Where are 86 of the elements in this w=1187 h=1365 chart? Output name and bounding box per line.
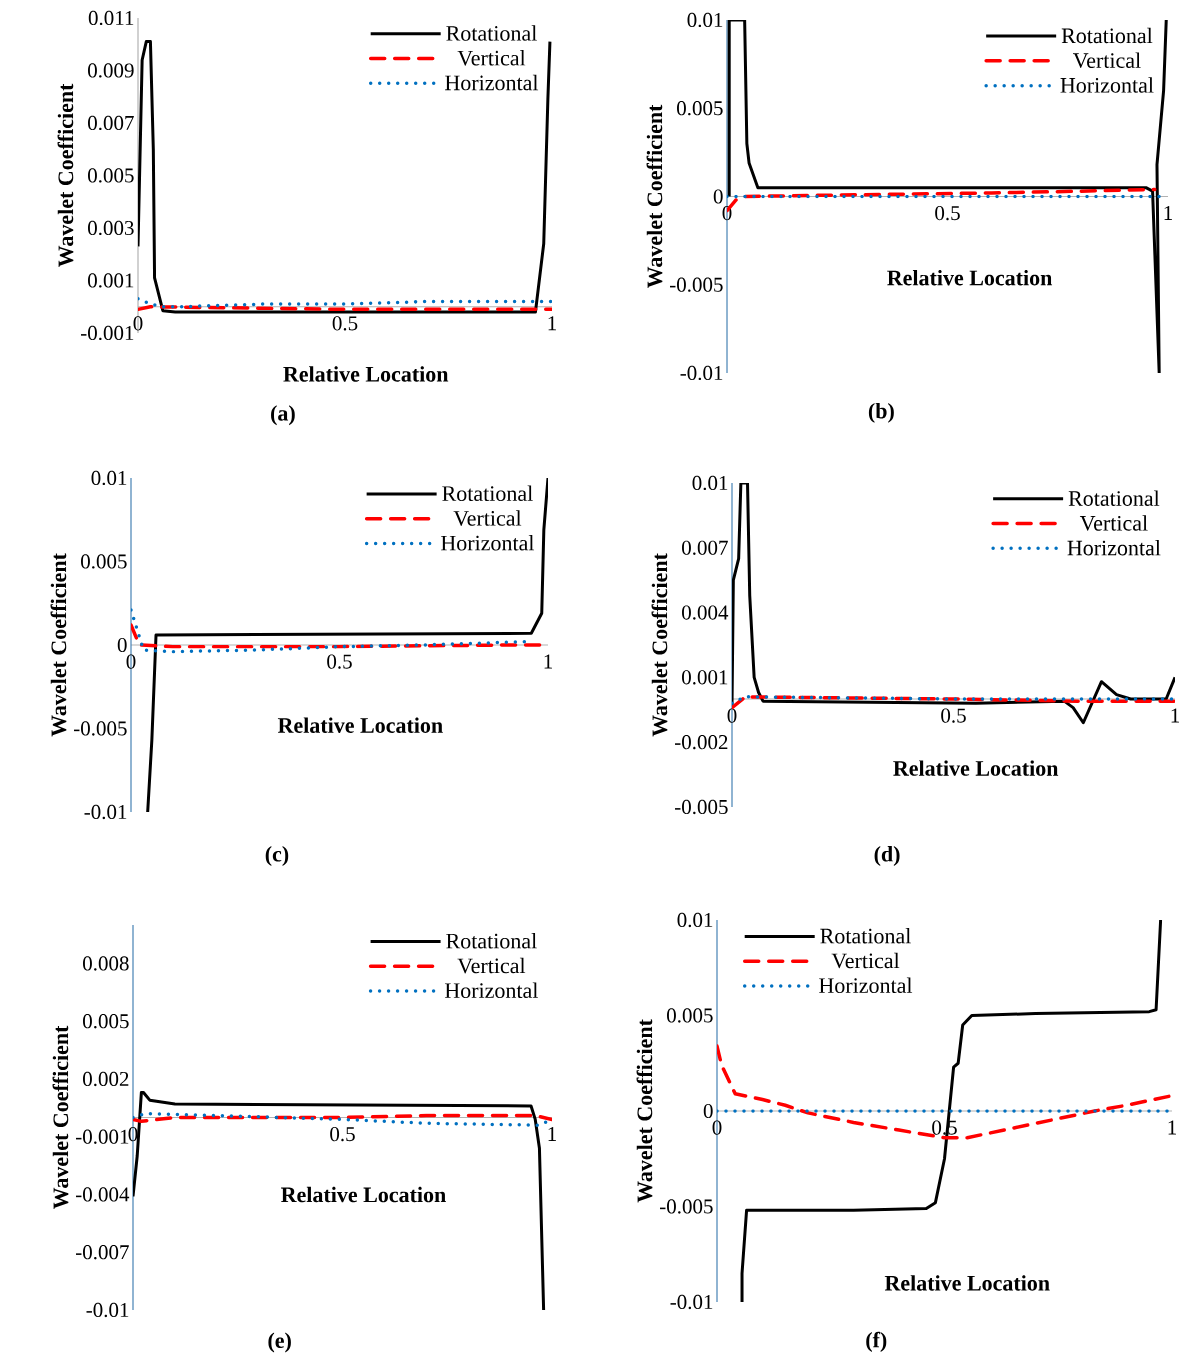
legend-label: Rotational <box>1068 490 1160 506</box>
legend-label: Rotational <box>820 928 911 944</box>
y-axis-title: Wavelet Coefficient <box>50 553 67 737</box>
x-tick-label: 1 <box>1171 708 1179 723</box>
y-tick-label: 0.01 <box>687 12 723 28</box>
y-tick-label: 0 <box>117 637 127 653</box>
line-series <box>138 40 552 314</box>
y-tick-label: -0.01 <box>680 365 723 381</box>
x-tick-label: 1 <box>1164 206 1172 220</box>
y-tick-label: 0.004 <box>682 605 729 620</box>
text: (d) <box>874 846 900 867</box>
y-tick-label: 0.011 <box>88 10 134 26</box>
y-tick-label: -0.005 <box>675 799 728 815</box>
line-series <box>732 695 1176 710</box>
y-tick-label: -0.01 <box>670 1294 713 1310</box>
legend-label: Vertical <box>457 50 526 66</box>
x-tick-label: 1 <box>544 654 552 669</box>
y-tick-label: 0.002 <box>83 1071 129 1087</box>
text: (c) <box>265 846 289 867</box>
y-axis-title: Wavelet Coefficient <box>646 104 663 289</box>
y-tick-label: -0.01 <box>86 1302 129 1318</box>
y-axis-title: Wavelet Coefficient <box>52 1025 69 1210</box>
y-tick-label: 0.007 <box>682 540 728 555</box>
y-tick-label: 0.005 <box>81 554 127 569</box>
x-tick-label: 0.5 <box>327 654 352 669</box>
y-tick-label: 0 <box>703 1103 713 1119</box>
text: (e) <box>268 1332 291 1353</box>
y-tick-label: 0.001 <box>88 273 134 288</box>
legend-label: Horizontal <box>1067 539 1161 556</box>
x-axis-title: Relative Location <box>884 1275 1050 1291</box>
y-tick-label: 0.01 <box>91 470 127 486</box>
y-tick-label: -0.001 <box>76 1129 129 1144</box>
y-tick-label: -0.01 <box>84 804 127 820</box>
legend-label: Vertical <box>457 957 526 974</box>
y-tick-label: -0.005 <box>670 277 723 292</box>
y-axis-title: Wavelet Coefficient <box>636 1019 653 1203</box>
legend-label: Horizontal <box>445 74 539 91</box>
y-axis-title: Wavelet Coefficient <box>651 553 668 737</box>
text: (a) <box>271 405 295 426</box>
x-axis-title: Relative Location <box>893 760 1059 776</box>
legend-label: Rotational <box>1061 27 1153 44</box>
x-tick-label: 0.5 <box>941 708 966 723</box>
legend-label: Rotational <box>442 485 533 502</box>
x-tick-label: 1 <box>548 1127 556 1141</box>
x-tick-label: 1 <box>1168 1120 1176 1135</box>
y-tick-label: 0.007 <box>88 115 134 131</box>
line-series <box>740 920 1163 1302</box>
y-tick-label: 0.001 <box>682 670 728 685</box>
y-tick-label: -0.001 <box>81 325 134 341</box>
text: (b) <box>868 402 894 423</box>
x-axis-title: Relative Location <box>281 1186 446 1203</box>
y-axis-title: Wavelet Coefficient <box>57 83 74 268</box>
y-tick-label: 0.003 <box>88 220 134 236</box>
text: (f) <box>866 1331 887 1352</box>
y-tick-label: -0.004 <box>76 1187 130 1202</box>
y-tick-label: 0.005 <box>667 1008 713 1023</box>
legend-label: Vertical <box>831 952 900 969</box>
y-tick-label: 0.005 <box>83 1014 129 1029</box>
legend-label: Horizontal <box>444 982 538 999</box>
y-tick-label: 0.008 <box>83 956 129 971</box>
y-tick-label: 0.005 <box>677 101 723 116</box>
legend-label: Vertical <box>1079 515 1148 531</box>
y-tick-label: -0.005 <box>74 721 127 736</box>
y-tick-label: -0.005 <box>660 1199 713 1214</box>
y-tick-label: 0.01 <box>692 475 728 491</box>
legend-label: Vertical <box>453 510 522 526</box>
x-axis-title: Relative Location <box>277 717 443 733</box>
legend-label: Horizontal <box>819 977 913 994</box>
legend-label: Horizontal <box>441 535 535 551</box>
y-tick-label: 0.005 <box>88 168 134 183</box>
legend-label: Rotational <box>446 25 537 41</box>
y-tick-label: 0.01 <box>677 912 713 928</box>
x-tick-label: 1 <box>548 316 556 331</box>
legend-label: Rotational <box>446 933 537 949</box>
x-axis-title: Relative Location <box>283 366 449 382</box>
y-tick-label: -0.002 <box>675 735 728 750</box>
line-series <box>131 608 529 654</box>
legend-label: Horizontal <box>1060 77 1154 93</box>
x-tick-label: 0.5 <box>935 206 960 221</box>
y-tick-label: 0 <box>713 189 723 204</box>
y-tick-label: -0.007 <box>76 1245 129 1260</box>
x-tick-label: 0.5 <box>330 1127 355 1142</box>
x-axis-title: Relative Location <box>887 269 1053 286</box>
legend-label: Vertical <box>1072 52 1141 69</box>
x-tick-label: 0.5 <box>332 316 358 331</box>
y-tick-label: 0.009 <box>88 63 134 78</box>
